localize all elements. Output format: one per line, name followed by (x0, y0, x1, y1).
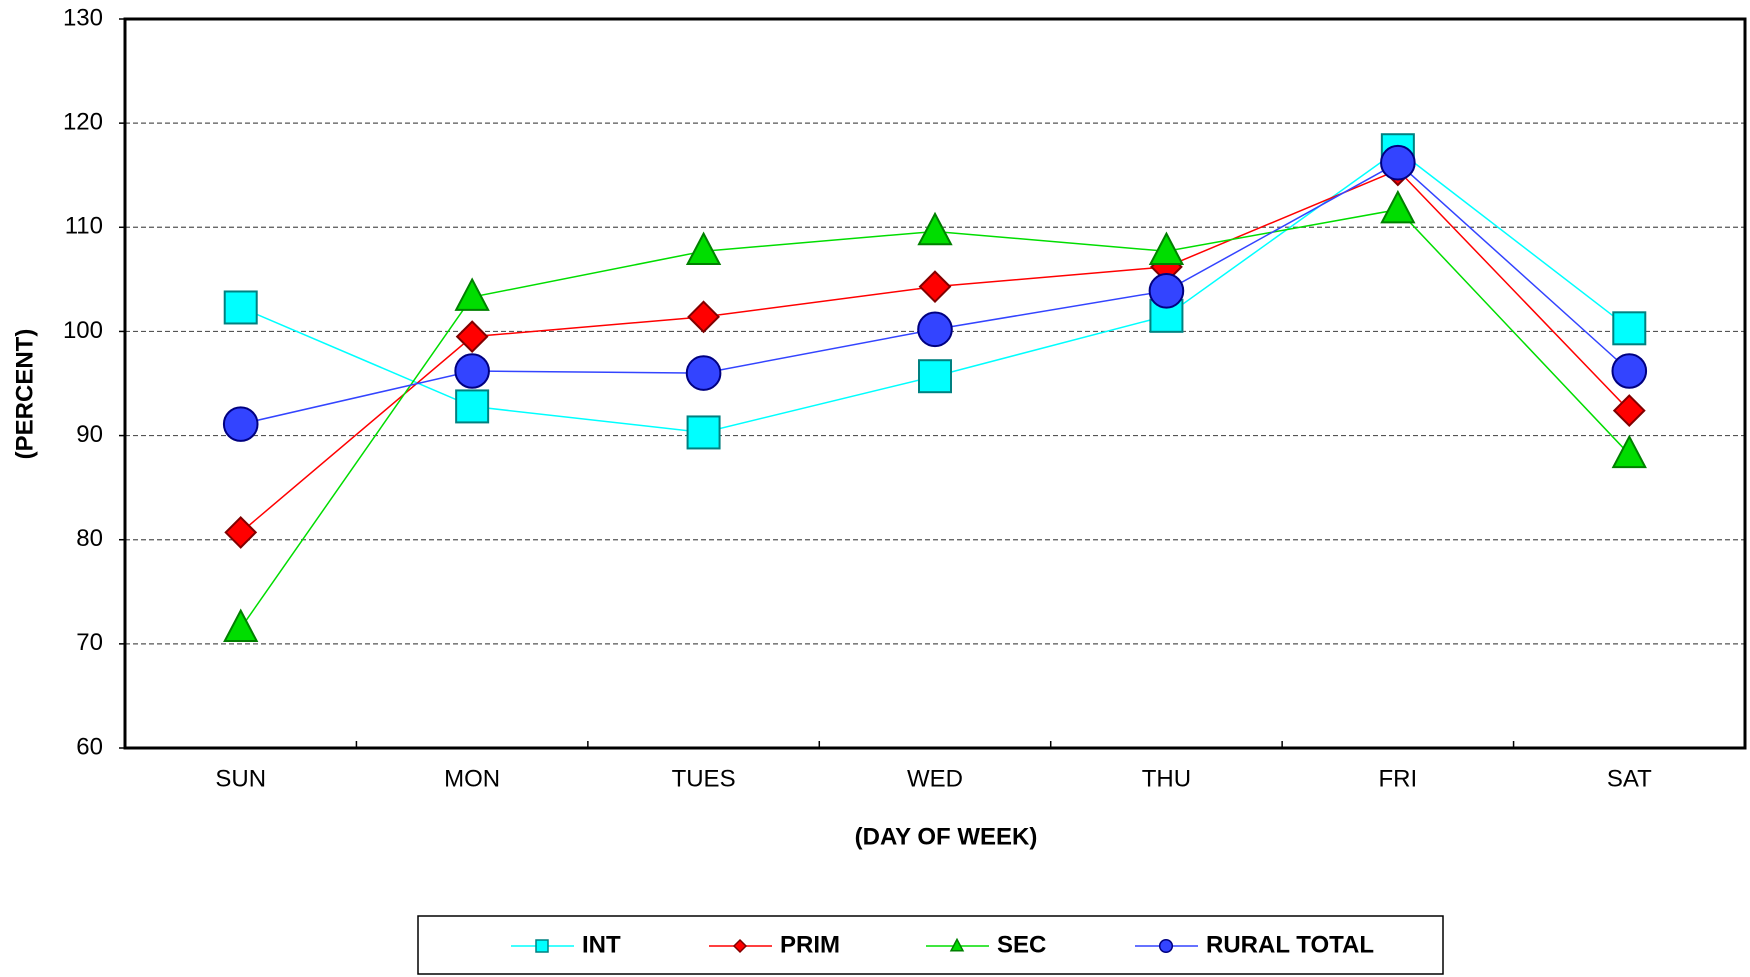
y-tick-label: 80 (76, 525, 103, 552)
marker (1380, 189, 1416, 224)
legend-label: PRIM (780, 931, 840, 958)
marker (1611, 353, 1648, 389)
marker (535, 939, 549, 953)
legend-label: RURAL TOTAL (1206, 931, 1374, 958)
marker (685, 231, 722, 266)
legend-label: SEC (997, 931, 1046, 958)
marker (917, 311, 953, 348)
marker (1158, 938, 1174, 954)
marker (685, 355, 722, 391)
x-tick-label: MON (444, 765, 500, 792)
marker (222, 406, 259, 442)
marker (918, 359, 952, 394)
marker (224, 516, 258, 549)
legend-label: INT (582, 931, 621, 958)
marker (918, 270, 952, 304)
marker (949, 937, 965, 952)
x-tick-label: FRI (1379, 765, 1418, 792)
marker (455, 389, 490, 424)
y-tick-label: 60 (76, 733, 103, 760)
marker (223, 608, 259, 643)
y-tick-label: 90 (76, 421, 103, 448)
marker (455, 320, 489, 354)
marker (1148, 273, 1185, 309)
marker (687, 300, 720, 334)
marker (1611, 434, 1647, 469)
y-tick-label: 70 (76, 629, 103, 656)
marker (454, 353, 490, 389)
legend-box (417, 915, 1444, 975)
x-axis-label: (DAY OF WEEK) (855, 823, 1038, 850)
plot-frame (123, 17, 1747, 750)
x-tick-label: THU (1142, 765, 1191, 792)
y-tick-label: 100 (63, 317, 103, 344)
x-tick-label: TUES (672, 765, 736, 792)
x-tick-label: SUN (215, 765, 266, 792)
marker (454, 277, 490, 311)
x-tick-label: WED (907, 765, 963, 792)
marker (1148, 231, 1185, 266)
marker (686, 415, 721, 450)
y-tick-label: 120 (63, 108, 103, 135)
x-tick-label: SAT (1607, 765, 1652, 792)
marker (917, 211, 953, 246)
marker (223, 290, 258, 325)
y-axis-label: (PERCENT) (11, 329, 38, 460)
marker (732, 938, 748, 954)
marker (1612, 311, 1647, 346)
y-tick-label: 110 (65, 213, 103, 240)
marker (1612, 394, 1646, 427)
marker (1149, 298, 1184, 333)
marker (1380, 144, 1416, 181)
y-tick-label: 130 (63, 4, 103, 31)
